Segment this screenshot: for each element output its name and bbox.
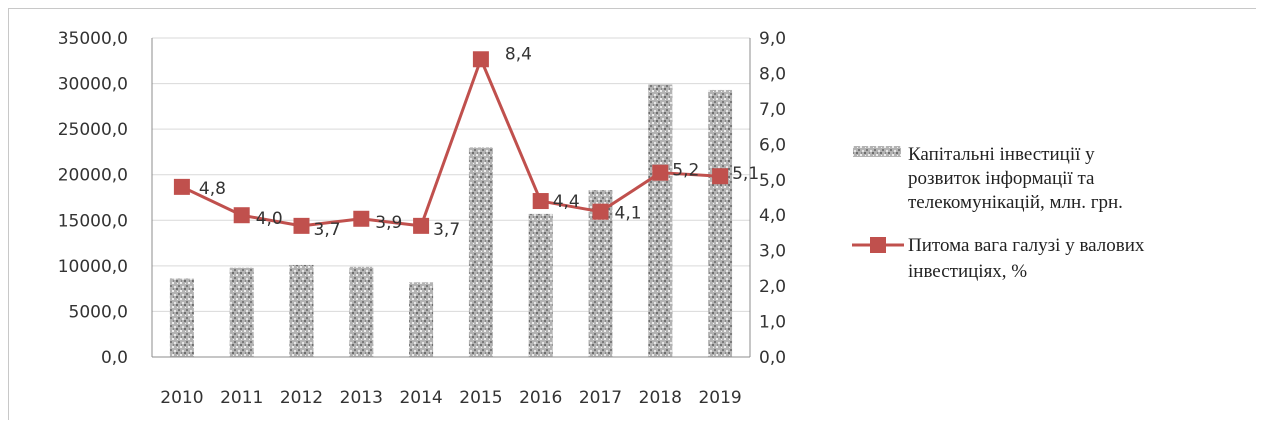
bar — [409, 282, 434, 357]
line-series-path — [181, 57, 721, 228]
right-axis-tick-label: 3,0 — [759, 242, 786, 262]
x-axis-tick-label: 2014 — [399, 388, 442, 408]
bar — [169, 278, 194, 357]
x-axis-tick-label: 2010 — [160, 388, 203, 408]
data-label: 3,9 — [375, 213, 402, 233]
left-axis-ticks: 0,0 5000,0 10000,0 15000,0 20000,0 25000,0 300… — [58, 29, 128, 368]
bar — [468, 147, 493, 357]
axes — [151, 38, 751, 358]
left-axis-tick-label: 15000,0 — [58, 211, 128, 231]
legend: Капітальні інвестиції у розвиток інформац… — [852, 144, 1145, 282]
legend-bar-label: телекомунікацій, млн. грн. — [908, 192, 1123, 213]
right-axis-tick-label: 1,0 — [759, 313, 786, 333]
legend-line-marker — [870, 237, 886, 253]
bar — [289, 264, 314, 357]
right-axis-tick-label: 5,0 — [759, 171, 786, 191]
chart-frame — [8, 8, 1256, 420]
line-point-marker — [173, 178, 190, 195]
right-axis-tick-label: 2,0 — [759, 277, 786, 297]
x-axis-tick-label: 2018 — [639, 388, 682, 408]
bar — [349, 266, 374, 357]
left-axis-tick-label: 20000,0 — [58, 166, 128, 186]
line-point-marker — [652, 164, 669, 181]
line-point-marker — [532, 193, 549, 210]
data-labels: 4,8 4,0 3,7 3,9 3,7 8,4 4,4 4,1 5,2 5,1 — [199, 44, 759, 240]
bar — [528, 213, 553, 357]
right-axis-tick-label: 4,0 — [759, 206, 786, 226]
bar — [229, 267, 254, 357]
x-axis-ticks: 2010 2011 2012 2013 2014 2015 2016 2017 2018 2019 — [160, 388, 741, 408]
legend-bar-label: розвиток інформації та — [908, 168, 1095, 189]
data-label: 4,4 — [553, 192, 580, 212]
right-axis-ticks: 0,0 1,0 2,0 3,0 4,0 5,0 6,0 7,0 8,0 9,0 — [759, 29, 786, 368]
data-label: 4,0 — [256, 209, 283, 229]
x-axis-tick-label: 2017 — [579, 388, 622, 408]
x-axis-tick-label: 2013 — [340, 388, 383, 408]
line-point-marker — [233, 207, 250, 224]
data-label: 5,2 — [672, 161, 699, 181]
right-axis-tick-label: 7,0 — [759, 100, 786, 120]
right-axis-tick-label: 6,0 — [759, 135, 786, 155]
x-axis-tick-label: 2016 — [519, 388, 562, 408]
legend-bar-swatch — [853, 146, 901, 157]
x-axis-tick-label: 2011 — [220, 388, 263, 408]
line-point-marker — [353, 210, 370, 227]
left-axis-tick-label: 25000,0 — [58, 120, 128, 140]
data-label: 3,7 — [314, 220, 341, 240]
data-label: 8,4 — [505, 44, 532, 64]
bar — [648, 84, 673, 358]
line-point-marker — [472, 51, 489, 68]
line-series — [173, 51, 729, 234]
x-axis-tick-label: 2012 — [280, 388, 323, 408]
line-point-marker — [413, 217, 430, 234]
right-axis-tick-label: 9,0 — [759, 29, 786, 49]
line-point-marker — [293, 217, 310, 234]
data-label: 4,8 — [199, 179, 226, 199]
left-axis-tick-label: 0,0 — [101, 348, 128, 368]
left-axis-tick-label: 35000,0 — [58, 29, 128, 49]
bar — [708, 89, 733, 358]
left-axis-tick-label: 10000,0 — [58, 257, 128, 277]
data-label: 5,1 — [732, 164, 759, 184]
left-axis-tick-label: 5000,0 — [69, 302, 128, 322]
line-point-marker — [712, 168, 729, 185]
legend-line-label: Питома вага галузі у валових — [908, 235, 1145, 256]
legend-bar-label: Капітальні інвестиції у — [908, 144, 1095, 165]
line-point-marker — [592, 203, 609, 220]
left-axis-tick-label: 30000,0 — [58, 75, 128, 95]
data-label: 4,1 — [615, 204, 642, 224]
x-axis-tick-label: 2019 — [698, 388, 741, 408]
legend-line-label: інвестиціях, % — [908, 261, 1027, 282]
data-label: 3,7 — [433, 220, 460, 240]
right-axis-tick-label: 0,0 — [759, 348, 786, 368]
right-axis-tick-label: 8,0 — [759, 64, 786, 84]
x-axis-tick-label: 2015 — [459, 388, 502, 408]
